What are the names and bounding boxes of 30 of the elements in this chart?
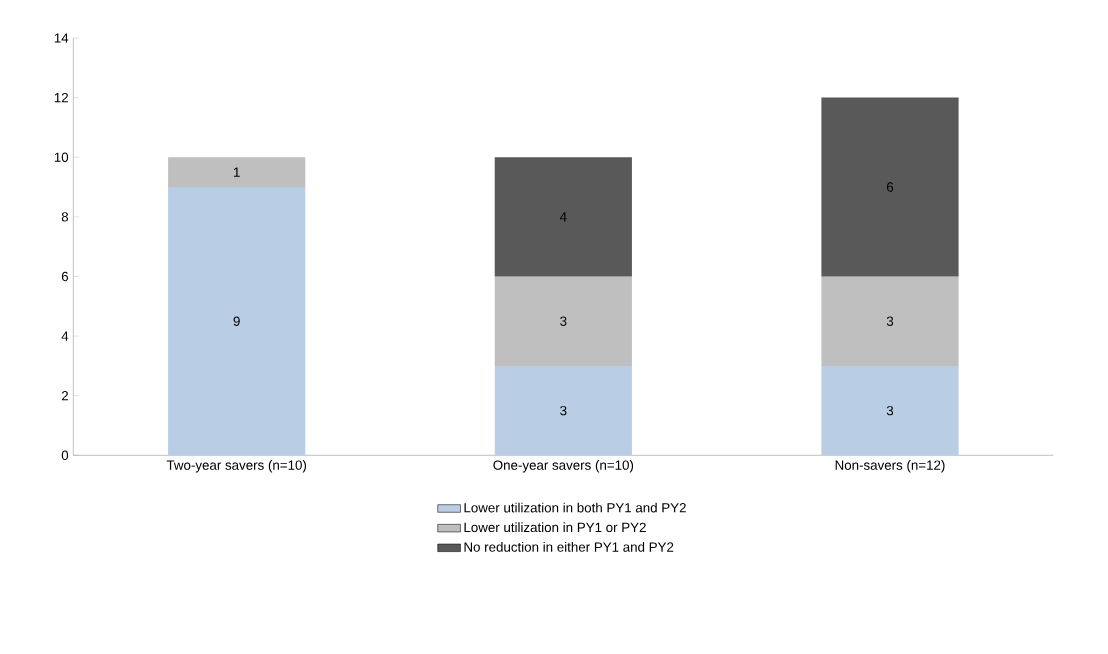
- data-label: 3: [560, 405, 567, 416]
- bar: [821, 97, 959, 277]
- bar: [168, 187, 306, 456]
- bar: [494, 157, 632, 277]
- y-tick-label: 6: [61, 271, 69, 282]
- bar: [821, 365, 959, 456]
- y-tick-label: 10: [54, 152, 69, 162]
- bar: [494, 276, 632, 366]
- bar: [821, 276, 959, 366]
- y-tick-label: 4: [61, 331, 69, 341]
- legend-label: Lower utilization in both PY1 and PY2: [464, 502, 686, 513]
- data-label: 9: [233, 316, 240, 326]
- data-label: 3: [886, 316, 894, 326]
- y-tick-label: 2: [61, 391, 68, 401]
- legend-label: Lower utilization in PY1 or PY2: [464, 522, 646, 533]
- y-tick-label: 0: [61, 450, 69, 461]
- x-tick-label: Two-year savers (n=10): [166, 460, 307, 473]
- legend-label: No reduction in either PY1 and PY2: [464, 541, 674, 552]
- data-label: 4: [559, 212, 567, 222]
- data-label: 3: [560, 316, 567, 326]
- data-label: 3: [886, 405, 894, 416]
- bar: [168, 157, 306, 188]
- x-tick-label: Non-savers (n=12): [835, 460, 945, 473]
- bar: [494, 365, 632, 456]
- x-tick-label: One-year savers (n=10): [493, 460, 634, 473]
- y-tick-label: 12: [54, 92, 68, 103]
- data-label: 1: [233, 167, 240, 177]
- data-label: 6: [886, 182, 894, 192]
- y-tick-label: 8: [61, 212, 69, 222]
- y-tick-label: 14: [54, 33, 69, 43]
